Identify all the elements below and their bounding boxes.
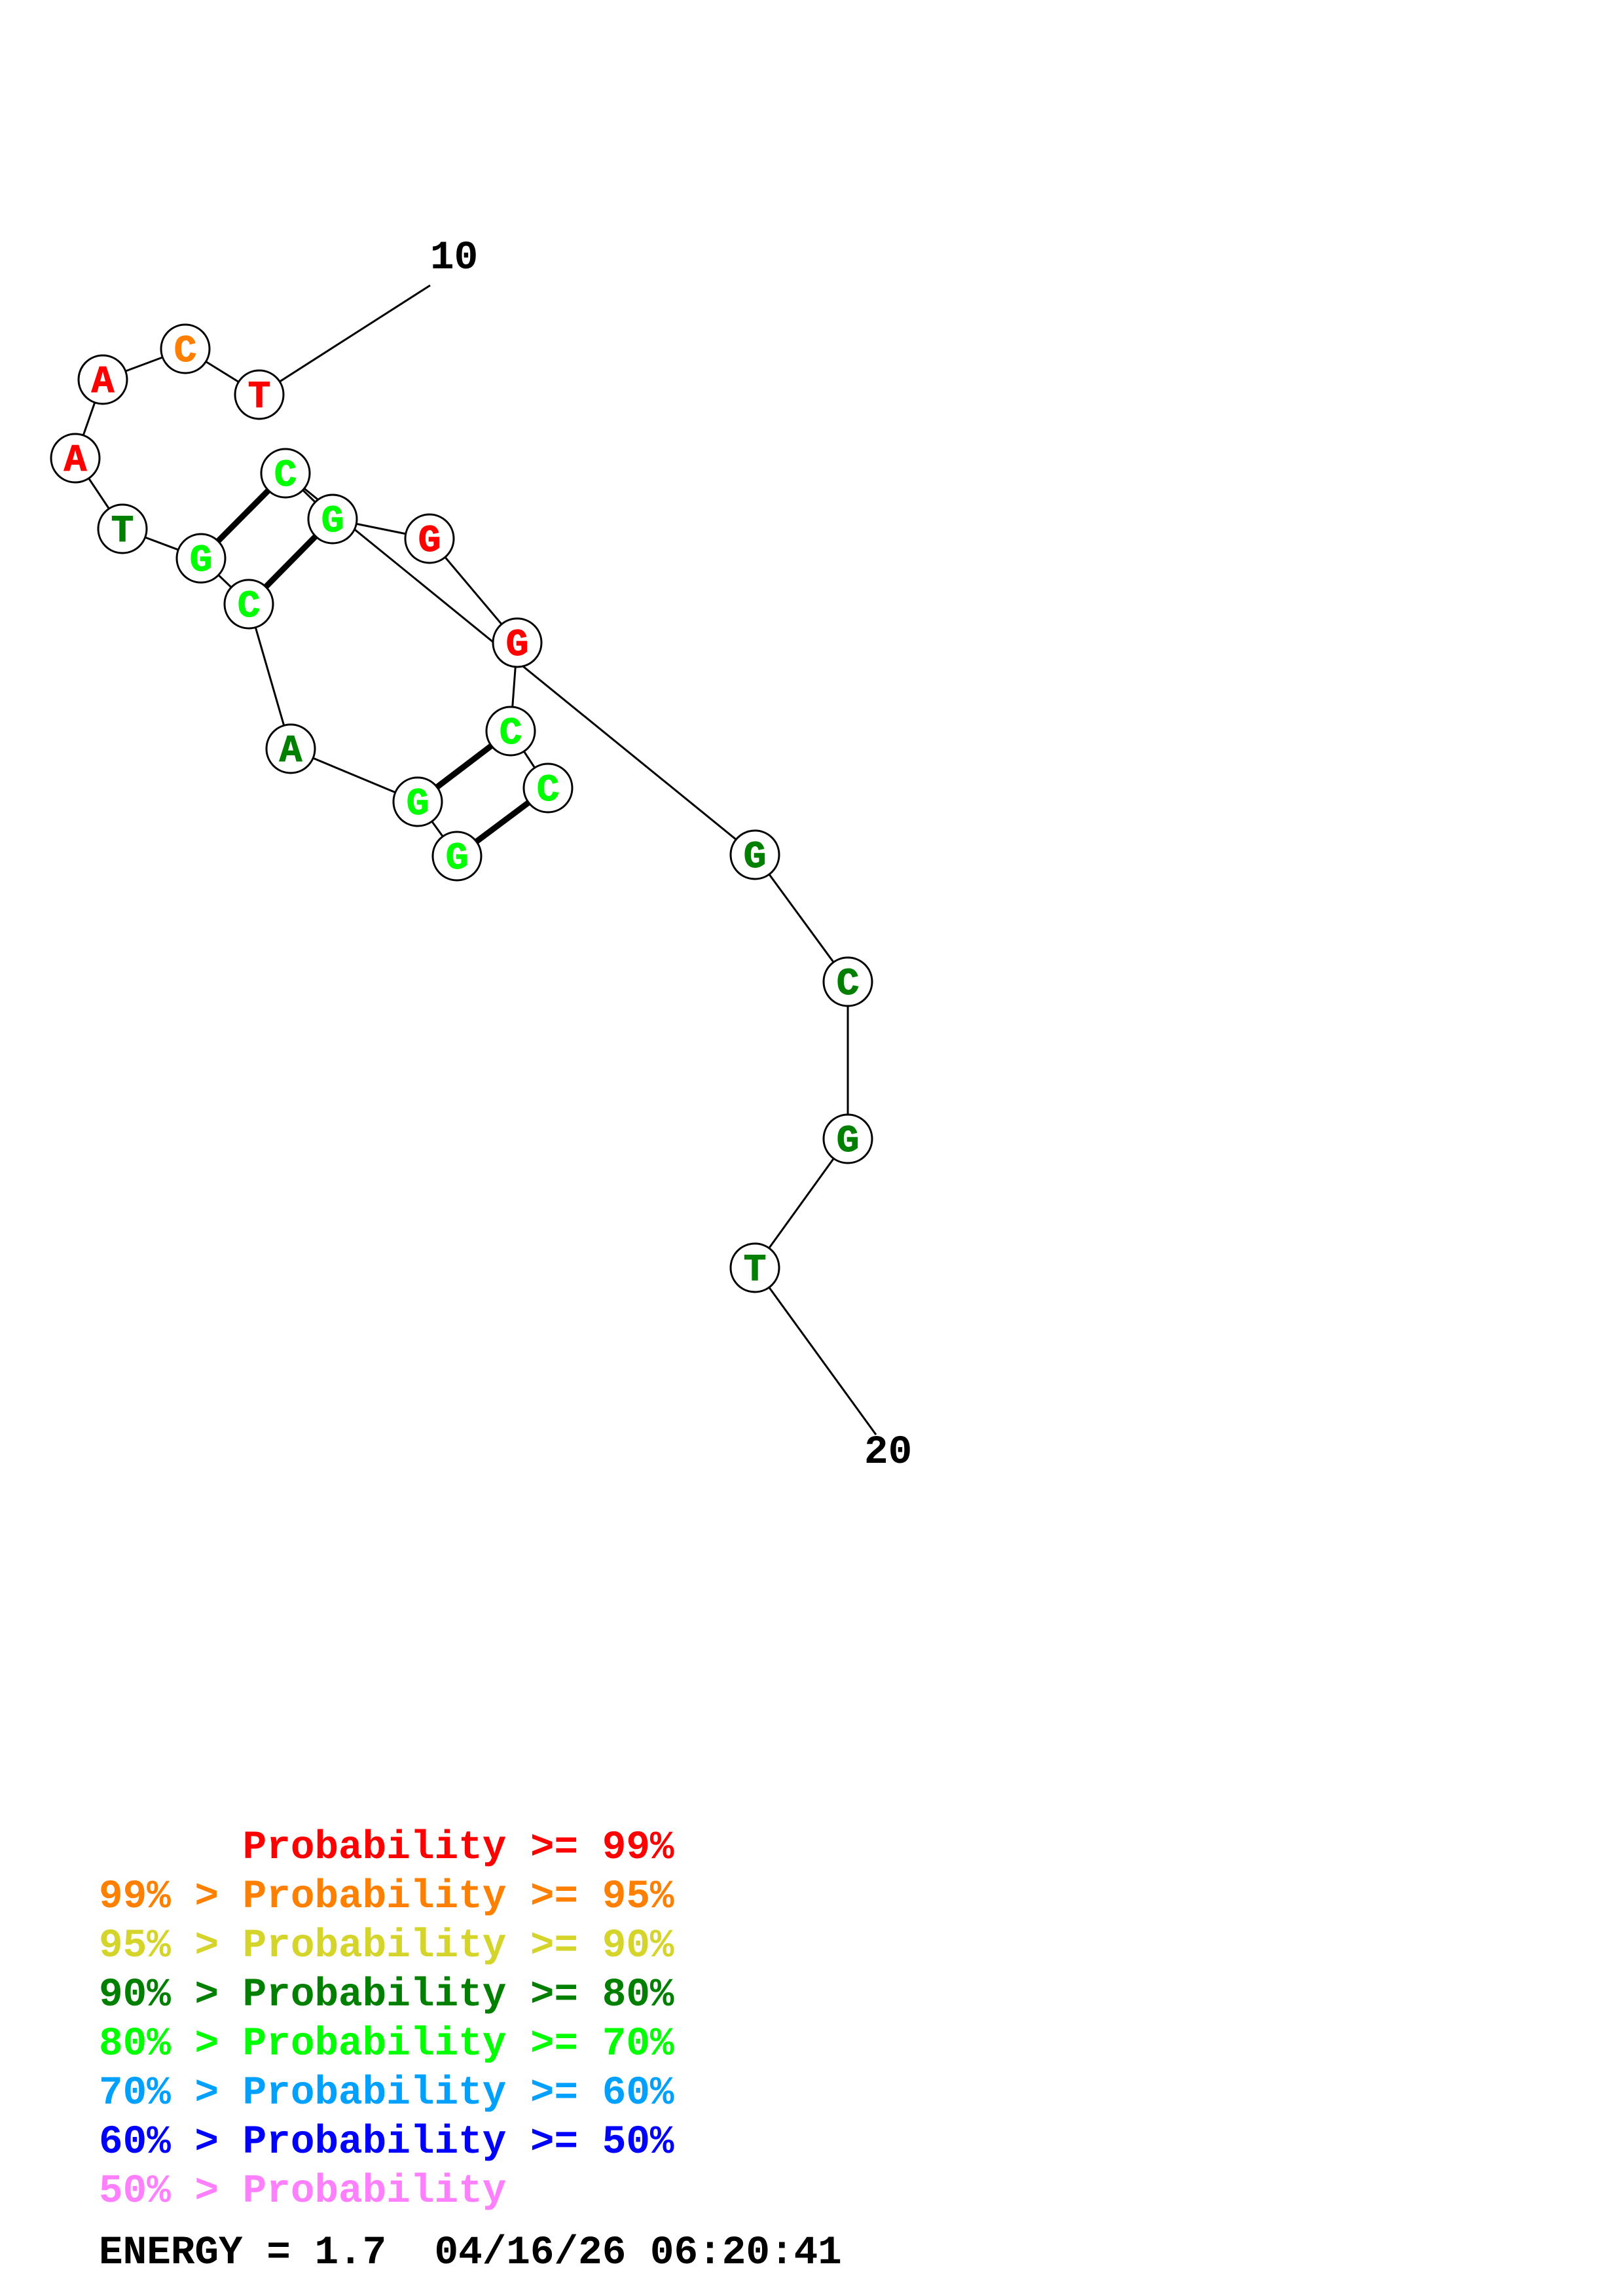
backbone-segment-end: [754, 1267, 877, 1435]
base-node: [77, 354, 128, 405]
legend-line-50: 60% > Probability >= 50%: [99, 2120, 674, 2165]
base-node: [822, 956, 873, 1007]
base-letter: G: [321, 501, 344, 543]
base-letter: C: [238, 586, 261, 628]
base-letter: C: [837, 963, 860, 1006]
base-node: [223, 579, 274, 630]
base-node: [522, 762, 574, 814]
base-letter: C: [174, 331, 197, 373]
base-node: [265, 723, 316, 774]
base-node: [431, 831, 483, 882]
base-node: [492, 617, 543, 668]
legend-line-70: 80% > Probability >= 70%: [99, 2022, 674, 2067]
legend-line-99: Probability >= 99%: [99, 1825, 674, 1871]
base-node: [160, 323, 211, 374]
base-letter: G: [506, 624, 529, 667]
base-node: [234, 369, 285, 420]
base-node: [260, 448, 311, 499]
base-node: [404, 513, 455, 564]
base-node: [175, 533, 227, 584]
base-letter: G: [837, 1121, 860, 1163]
position-label-20: 20: [864, 1430, 912, 1475]
base-node: [50, 433, 101, 484]
base-letter: T: [111, 511, 134, 553]
base-letter: T: [744, 1249, 767, 1292]
base-node: [97, 503, 148, 554]
base-letter: G: [418, 520, 441, 563]
base-letter: C: [500, 713, 522, 755]
backbone-segment-start: [259, 284, 431, 396]
base-letter: A: [64, 440, 87, 482]
base-node: [729, 829, 780, 880]
base-letter: C: [537, 770, 560, 812]
energy-footer: ENERGY = 1.7 04/16/26 06:20:41: [99, 2231, 842, 2276]
base-letter: A: [92, 361, 115, 404]
legend-line-60: 70% > Probability >= 60%: [99, 2071, 674, 2116]
legend-line-80: 90% > Probability >= 80%: [99, 1973, 674, 2018]
base-letter: G: [446, 838, 469, 880]
base-node: [392, 776, 443, 827]
base-letter: C: [274, 455, 297, 497]
base-letter: G: [744, 836, 767, 879]
legend-line-95: 99% > Probability >= 95%: [99, 1874, 674, 1920]
backbone-segment: [754, 854, 849, 982]
base-letter: G: [190, 540, 213, 583]
base-letter: G: [407, 783, 429, 826]
base-pair-bonds: [198, 471, 550, 859]
base-node: [822, 1113, 873, 1164]
legend-line-low: 50% > Probability: [99, 2169, 507, 2214]
base-node: [729, 1242, 780, 1293]
position-label-10: 10: [430, 236, 478, 281]
base-node: [485, 706, 536, 757]
backbone-segment: [754, 1138, 849, 1268]
base-node: [307, 493, 358, 545]
probability-legend: Probability >= 99% 99% > Probability >= …: [0, 0, 842, 2273]
legend-line-90: 95% > Probability >= 90%: [99, 1924, 674, 1969]
base-letter: T: [248, 376, 271, 419]
base-letter: A: [280, 730, 302, 773]
